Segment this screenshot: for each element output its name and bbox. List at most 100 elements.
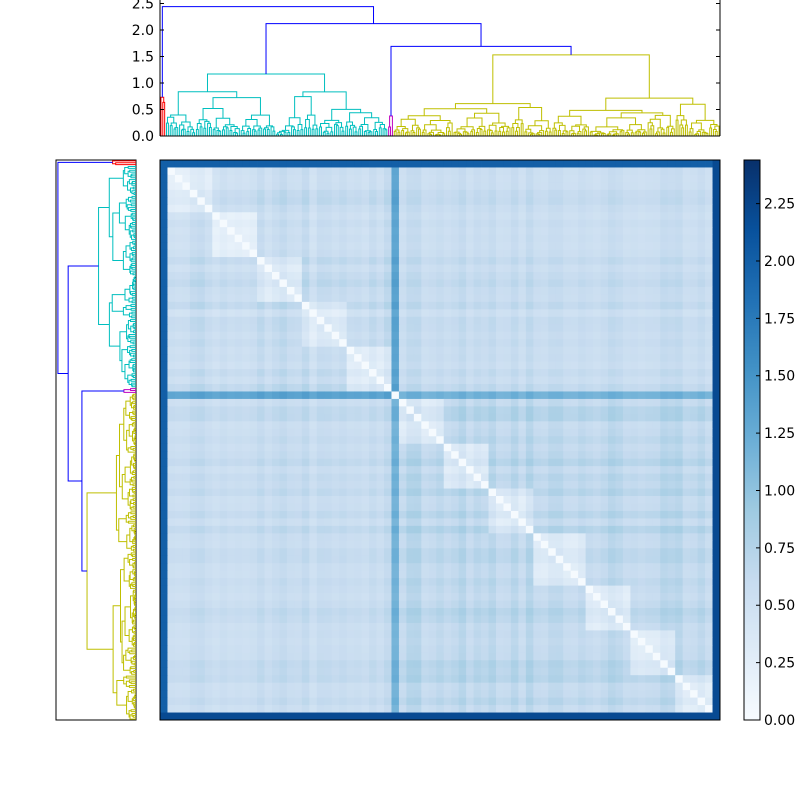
heatmap-cell [496,458,504,467]
heatmap-cell [518,466,527,474]
heatmap-cell [458,286,467,295]
heatmap-cell [421,384,430,392]
heatmap-cell [473,354,482,362]
heatmap-cell [391,189,400,198]
heatmap-cell [167,160,176,168]
heatmap-cell [197,219,206,228]
heatmap-cell [690,346,698,355]
heatmap-cell [481,384,489,392]
heatmap-cell [301,361,310,370]
heatmap-cell [563,548,572,557]
heatmap-cell [204,294,213,303]
top-dendrogram-link [378,127,382,136]
heatmap-cell [578,428,586,437]
heatmap-cell [264,234,273,243]
heatmap-cell [563,436,572,445]
heatmap-cell [525,496,534,504]
heatmap-cell [242,413,250,422]
heatmap-cell [264,160,273,168]
heatmap-cell [481,174,489,183]
heatmap-cell [174,563,183,572]
heatmap-cell [406,212,415,221]
heatmap-cell [257,242,265,250]
heatmap-cell [309,354,318,362]
heatmap-cell [496,451,504,460]
heatmap-cell [682,160,691,168]
heatmap-cell [331,503,340,512]
heatmap-cell [637,309,646,318]
heatmap-cell [466,204,474,213]
heatmap-cell [578,346,586,355]
heatmap-cell [189,406,198,415]
heatmap-cell [264,376,273,385]
heatmap-cell [391,391,400,400]
heatmap-cell [197,563,206,572]
heatmap-cell [436,361,445,370]
heatmap-cell [697,264,706,273]
heatmap-cell [219,540,228,549]
heatmap-cell [421,533,430,542]
heatmap-cell [481,436,489,445]
heatmap-cell [182,555,191,564]
heatmap-cell [525,555,534,564]
heatmap-cell [309,503,318,512]
heatmap-cell [242,466,250,474]
heatmap-cell [160,436,168,445]
heatmap-cell [488,227,497,236]
heatmap-cell [242,369,250,377]
heatmap-cell [264,533,273,542]
heatmap-cell [510,384,519,392]
heatmap-cell [443,548,452,557]
heatmap-cell [324,339,333,348]
heatmap-cell [563,525,572,534]
heatmap-cell [667,309,676,318]
heatmap-cell [555,286,564,295]
heatmap-cell [690,413,698,422]
heatmap-cell [548,257,557,265]
heatmap-cell [436,428,445,437]
heatmap-cell [481,451,489,460]
heatmap-cell [473,279,482,288]
left-dendrogram-link [119,331,127,362]
heatmap-cell [622,279,631,288]
heatmap-cell [242,406,250,415]
heatmap-cell [294,346,303,355]
heatmap-cell [518,540,527,549]
heatmap-cell [675,301,684,310]
heatmap-cell [354,204,362,213]
heatmap-cell [324,503,333,512]
heatmap-cell [227,361,236,370]
heatmap-cell [398,585,407,594]
heatmap-cell [167,234,176,243]
heatmap-cell [510,555,519,564]
heatmap-cell [286,197,295,206]
heatmap-cell [585,316,594,325]
top-dendrogram-tick-label: 2.0 [132,23,154,39]
heatmap-cell [451,384,460,392]
heatmap-cell [421,212,430,221]
heatmap-cell [167,339,176,348]
heatmap-cell [294,481,303,489]
heatmap-cell [286,593,295,601]
heatmap-cell [585,160,594,168]
heatmap-cell [346,167,355,176]
heatmap-cell [667,324,676,333]
heatmap-cell [481,197,489,206]
heatmap-cell [563,540,572,549]
heatmap-cell [645,510,654,519]
heatmap-cell [279,421,288,430]
heatmap-cell [242,301,250,310]
heatmap-cell [518,316,527,325]
heatmap-cell [548,585,557,594]
heatmap-cell [652,503,661,512]
heatmap-cell [675,346,684,355]
heatmap-cell [496,548,504,557]
left-dendrogram-link [57,161,113,375]
heatmap-cell [712,272,721,280]
heatmap-cell [436,286,445,295]
heatmap-cell [690,503,698,512]
heatmap-cell [555,503,564,512]
heatmap-cell [376,197,385,206]
heatmap-cell [197,525,206,534]
heatmap-cell [637,227,646,236]
